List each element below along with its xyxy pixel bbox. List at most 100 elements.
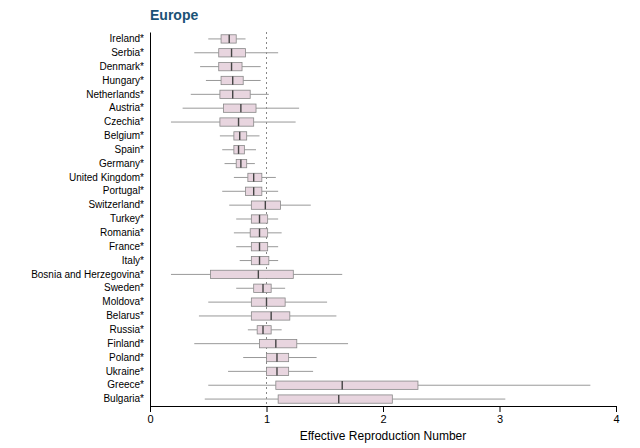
x-axis-line <box>151 407 617 413</box>
box <box>219 49 246 57</box>
box-plot <box>208 35 245 43</box>
whisker-low <box>194 52 218 53</box>
x-tick-mark <box>150 406 151 412</box>
median <box>253 173 254 181</box>
box-plot <box>234 229 282 237</box>
box-plot <box>240 256 278 264</box>
box-plot <box>194 340 348 348</box>
box <box>251 201 280 209</box>
y-tick-label: Portugal* <box>103 185 144 196</box>
y-axis: Ireland*Serbia*Denmark*Hungary*Netherlan… <box>31 33 150 407</box>
x-tick-label: 0 <box>147 413 153 425</box>
y-tick-label: Finland* <box>107 338 144 349</box>
whisker-high <box>246 52 279 53</box>
y-tick: Austria* <box>109 102 144 113</box>
box-plot <box>243 353 316 361</box>
median <box>240 104 241 112</box>
median <box>240 159 241 167</box>
y-tick: Ukraine* <box>106 366 144 377</box>
box <box>251 312 289 320</box>
box-plot <box>234 173 276 181</box>
box-plot <box>206 76 261 84</box>
whisker-low <box>248 329 257 330</box>
whisker-high <box>236 38 245 39</box>
box-plot <box>228 367 313 375</box>
median <box>259 256 260 264</box>
median <box>265 201 266 209</box>
box <box>251 215 267 223</box>
median <box>232 76 233 84</box>
box <box>236 159 246 167</box>
box <box>278 395 392 403</box>
box-plot <box>205 395 506 403</box>
y-tick-label: Italy* <box>122 255 144 266</box>
y-tick: Germany* <box>99 158 144 169</box>
x-tick: 3 <box>497 406 503 425</box>
y-tick: France* <box>109 241 144 252</box>
box <box>250 229 267 237</box>
whisker-low <box>199 315 251 316</box>
median <box>231 49 232 57</box>
x-tick: 4 <box>613 406 619 425</box>
median <box>259 229 260 237</box>
whisker-high <box>268 246 278 247</box>
whisker-low <box>222 191 245 192</box>
median <box>259 215 260 223</box>
x-axis-title: Effective Reproduction Number <box>300 429 467 443</box>
box <box>267 353 289 361</box>
y-tick-label: Austria* <box>109 102 144 113</box>
box-plot <box>225 159 255 167</box>
whisker-low <box>229 205 251 206</box>
whisker-low <box>236 288 253 289</box>
x-tick: 2 <box>380 406 386 425</box>
y-tick: Italy* <box>122 255 144 266</box>
whisker-high <box>247 163 255 164</box>
box <box>251 243 267 251</box>
y-tick-label: Sweden* <box>104 282 144 293</box>
whisker-low <box>240 260 252 261</box>
box-plot <box>191 90 269 98</box>
whisker-low <box>225 163 237 164</box>
box-plot <box>222 187 278 195</box>
y-tick-label: Turkey* <box>110 213 144 224</box>
median <box>266 298 267 306</box>
median <box>270 312 271 320</box>
whisker-low <box>234 177 248 178</box>
whisker-low <box>236 219 251 220</box>
y-tick: Spain* <box>115 144 145 155</box>
y-tick-label: Bosnia and Herzegovina* <box>31 269 144 280</box>
whisker-high <box>250 94 269 95</box>
whisker-low <box>228 371 266 372</box>
y-tick: Czechia* <box>104 116 144 127</box>
whisker-low <box>220 135 234 136</box>
y-tick: Hungary* <box>102 75 144 86</box>
median <box>259 243 260 251</box>
whisker-high <box>271 288 285 289</box>
title: Europe <box>150 7 198 23</box>
chart: 01234Ireland*Serbia*Denmark*Hungary*Neth… <box>0 0 640 448</box>
median <box>238 146 239 154</box>
median <box>231 62 232 70</box>
box <box>234 146 244 154</box>
whisker-high <box>392 399 505 400</box>
whisker-low <box>206 80 221 81</box>
whisker-high <box>289 357 317 358</box>
box <box>257 326 271 334</box>
whisker-high <box>262 191 278 192</box>
y-tick-label: Bulgaria* <box>103 393 144 404</box>
whisker-low <box>222 149 234 150</box>
box <box>219 62 242 70</box>
y-tick: Serbia* <box>111 47 144 58</box>
box <box>248 173 262 181</box>
box-plot <box>222 146 256 154</box>
whisker-low <box>191 94 220 95</box>
box-plot <box>248 326 282 334</box>
y-tick-label: Belarus* <box>106 310 144 321</box>
whisker-high <box>297 343 348 344</box>
box <box>223 104 256 112</box>
y-tick: Moldova* <box>102 296 144 307</box>
whisker-high <box>293 274 342 275</box>
y-tick: Romania* <box>100 227 144 238</box>
box-plot <box>194 49 278 57</box>
y-tick: Portugal* <box>103 185 144 196</box>
